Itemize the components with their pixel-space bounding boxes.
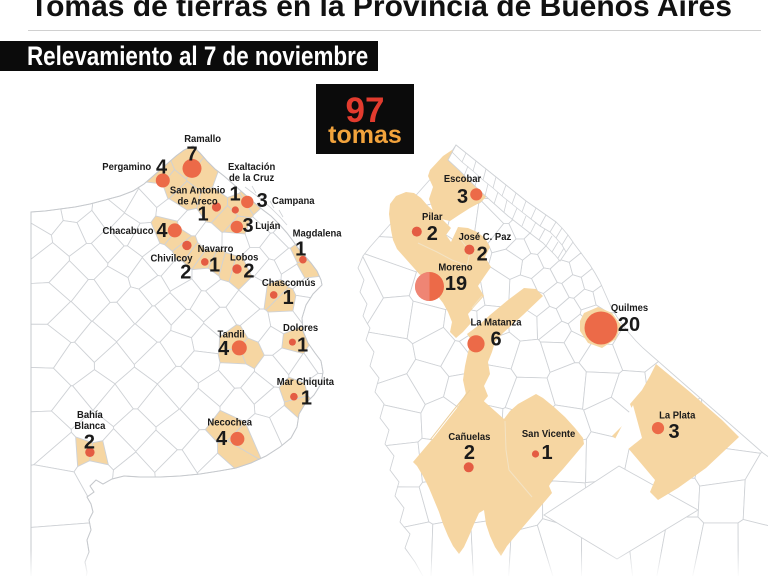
svg-text:1: 1 xyxy=(301,387,312,409)
svg-text:de Areco: de Areco xyxy=(178,196,218,207)
svg-text:2: 2 xyxy=(464,442,475,464)
svg-text:Magdalena: Magdalena xyxy=(293,228,342,239)
svg-text:Pilar: Pilar xyxy=(422,212,443,223)
svg-text:2: 2 xyxy=(180,261,191,283)
svg-text:San Vicente: San Vicente xyxy=(522,429,576,440)
svg-text:1: 1 xyxy=(229,184,240,206)
svg-text:19: 19 xyxy=(445,273,467,295)
svg-text:Lobos: Lobos xyxy=(230,252,259,263)
svg-text:3: 3 xyxy=(257,190,268,212)
svg-text:Escobar: Escobar xyxy=(444,174,481,185)
svg-text:San Antonio: San Antonio xyxy=(170,185,225,196)
svg-text:Exaltación: Exaltación xyxy=(228,162,275,173)
svg-text:Navarro: Navarro xyxy=(198,244,234,255)
svg-text:2: 2 xyxy=(427,223,438,245)
svg-text:4: 4 xyxy=(156,157,168,179)
svg-text:1: 1 xyxy=(541,442,552,464)
svg-text:4: 4 xyxy=(156,220,168,242)
svg-text:3: 3 xyxy=(668,421,679,443)
svg-text:Mar Chiquita: Mar Chiquita xyxy=(277,377,335,388)
svg-text:Quilmes: Quilmes xyxy=(611,302,649,313)
svg-text:La Plata: La Plata xyxy=(659,410,696,421)
svg-text:3: 3 xyxy=(457,186,468,208)
svg-text:Blanca: Blanca xyxy=(74,420,105,431)
svg-text:7: 7 xyxy=(186,144,197,166)
svg-text:1: 1 xyxy=(295,238,306,260)
svg-text:Cañuelas: Cañuelas xyxy=(448,432,491,443)
svg-text:4: 4 xyxy=(218,338,230,360)
svg-text:Pergamino: Pergamino xyxy=(102,162,151,173)
svg-text:Chascomús: Chascomús xyxy=(262,277,316,288)
svg-text:Chivilcoy: Chivilcoy xyxy=(150,253,193,264)
svg-text:6: 6 xyxy=(490,329,501,351)
svg-text:2: 2 xyxy=(477,244,488,266)
svg-text:de la Cruz: de la Cruz xyxy=(229,173,274,184)
svg-text:20: 20 xyxy=(618,314,640,336)
svg-text:2: 2 xyxy=(84,432,95,454)
svg-text:2: 2 xyxy=(243,261,254,283)
svg-text:4: 4 xyxy=(216,428,228,450)
svg-text:1: 1 xyxy=(297,334,308,356)
svg-text:Moreno: Moreno xyxy=(438,262,472,273)
svg-text:1: 1 xyxy=(283,287,294,309)
svg-text:Campana: Campana xyxy=(272,196,315,207)
svg-text:Tandil: Tandil xyxy=(218,329,245,340)
svg-text:Necochea: Necochea xyxy=(207,417,252,428)
svg-text:Bahía: Bahía xyxy=(77,409,103,420)
svg-text:1: 1 xyxy=(197,204,208,226)
svg-text:Chacabuco: Chacabuco xyxy=(103,226,154,237)
svg-text:José C. Paz: José C. Paz xyxy=(459,232,512,243)
svg-text:Dolores: Dolores xyxy=(283,323,319,334)
svg-text:3: 3 xyxy=(242,215,253,237)
svg-text:Ramallo: Ramallo xyxy=(184,134,221,145)
svg-text:1: 1 xyxy=(209,255,220,277)
svg-text:Luján: Luján xyxy=(255,221,280,232)
svg-text:La Matanza: La Matanza xyxy=(471,317,522,328)
